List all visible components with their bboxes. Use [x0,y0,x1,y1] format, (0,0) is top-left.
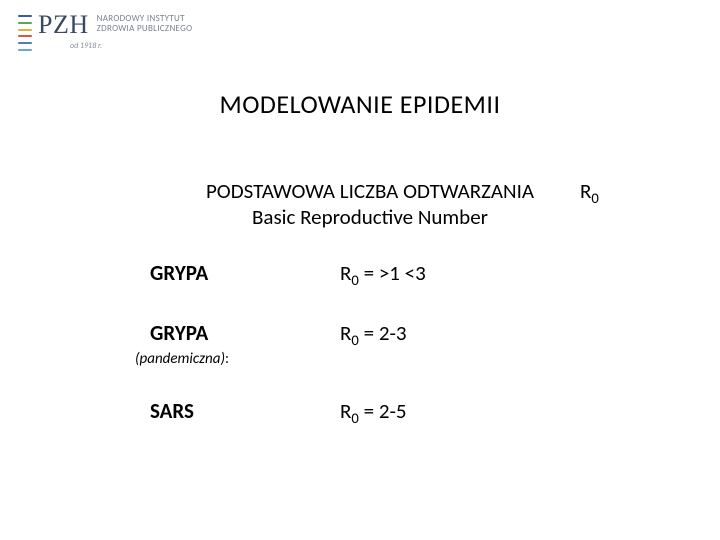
data-row: SARS R0 = 2-5 [150,398,570,424]
subtitle-line2: Basic Reproductive Number [120,204,620,230]
data-row: GRYPA R0 = 2-3 [150,320,570,346]
r0-symbol: R0 [580,178,599,204]
r0-value: R0 = 2-5 [340,398,407,424]
data-rows: GRYPA R0 = >1 <3 GRYPA R0 = 2-3 (pandemi… [150,260,570,458]
logo: PZH NARODOWY INSTYTUT ZDROWIA PUBLICZNEG… [18,12,192,54]
logo-since: od 1918 r. [70,41,192,51]
r0-value: R0 = 2-3 [340,320,407,346]
r0-value: R0 = >1 <3 [340,260,426,286]
disease-name: GRYPA [150,320,340,346]
logo-sub-line2: ZDROWIA PUBLICZNEGO [97,24,193,34]
disease-name: GRYPA [150,260,340,286]
disease-name: SARS [150,398,340,424]
slide: PZH NARODOWY INSTYTUT ZDROWIA PUBLICZNEG… [0,0,720,540]
page-title: MODELOWANIE EPIDEMII [0,88,720,120]
r-letter: R [580,178,591,204]
logo-acronym: PZH [38,12,89,38]
subtitle: PODSTAWOWA LICZBA ODTWARZANIA Basic Repr… [120,178,620,231]
logo-mark-icon [18,12,32,54]
subtitle-line1: PODSTAWOWA LICZBA ODTWARZANIA [120,178,620,204]
logo-subtitle: NARODOWY INSTYTUT ZDROWIA PUBLICZNEGO [97,14,193,35]
row-note: (pandemiczna): [135,350,570,368]
r-subscript: 0 [591,189,598,207]
logo-text: PZH NARODOWY INSTYTUT ZDROWIA PUBLICZNEG… [38,12,192,51]
data-row: GRYPA R0 = >1 <3 [150,260,570,286]
